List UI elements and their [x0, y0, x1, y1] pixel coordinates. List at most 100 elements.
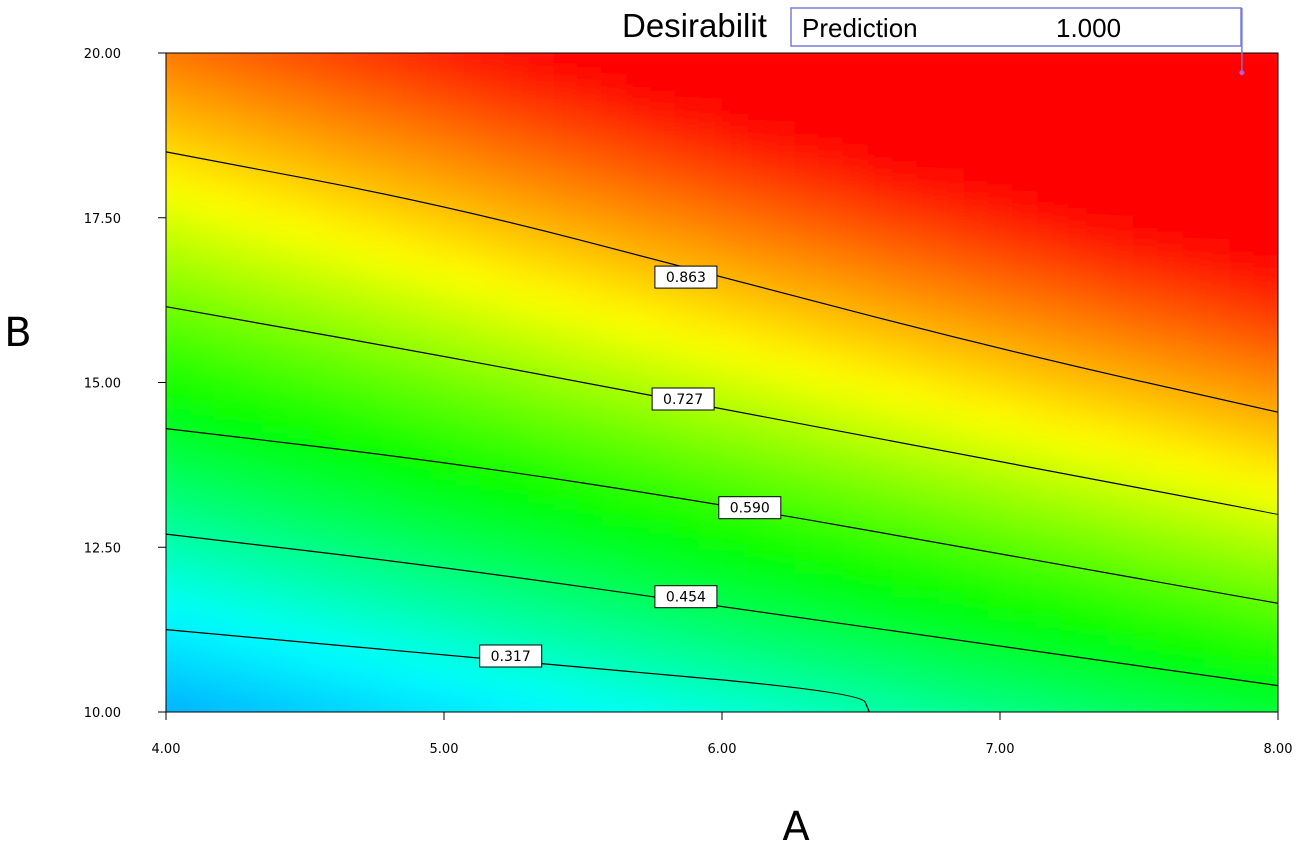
- heat-cell: [1253, 641, 1278, 666]
- heat-cell: [359, 570, 385, 596]
- heat-cell: [625, 311, 651, 337]
- heat-cell: [601, 194, 627, 219]
- heat-cell: [576, 594, 603, 619]
- heat-cell: [891, 712, 916, 737]
- heat-cell: [963, 358, 989, 384]
- heat-cell: [625, 335, 651, 360]
- heat-cell: [1012, 406, 1038, 431]
- heat-cell: [166, 547, 192, 572]
- heat-cell: [770, 570, 796, 596]
- heat-cell: [383, 358, 409, 384]
- heat-cell: [1254, 712, 1279, 737]
- heat-cell: [722, 147, 748, 172]
- heat-cell: [939, 500, 965, 525]
- heat-cell: [335, 406, 361, 431]
- contour-label-0.727: 0.727: [651, 387, 715, 411]
- heat-cell: [1205, 594, 1231, 619]
- heat-cell: [1012, 382, 1038, 408]
- heat-cell: [456, 76, 482, 102]
- heat-cell: [166, 53, 192, 54]
- heat-cell: [1253, 406, 1278, 431]
- heat-cell: [915, 335, 941, 360]
- heat-cell: [818, 147, 844, 172]
- heat-cell: [214, 453, 240, 478]
- heat-cell: [214, 500, 240, 525]
- heat-cell: [431, 476, 458, 502]
- heat-cell: [722, 570, 748, 596]
- heat-cell: [311, 311, 337, 337]
- heat-cell: [431, 76, 458, 102]
- heat-cell: [166, 594, 167, 619]
- heat-cell: [722, 123, 748, 149]
- heat-cell: [431, 406, 458, 431]
- heat-cell: [939, 147, 965, 172]
- heat-cell: [166, 453, 192, 478]
- heat-cell: [359, 476, 385, 502]
- heat-cell: [286, 241, 313, 266]
- heat-cell: [625, 100, 651, 125]
- heat-cell: [1084, 594, 1110, 619]
- heat-cell: [1036, 617, 1062, 643]
- heat-cell: [987, 217, 1014, 243]
- heat-cell: [359, 194, 385, 219]
- heat-cell: [939, 194, 965, 219]
- heat-cell: [818, 217, 844, 243]
- heat-cell: [166, 194, 167, 219]
- heat-cell: [166, 100, 167, 125]
- heat-cell: [238, 688, 264, 712]
- heat-cell: [794, 194, 820, 219]
- heat-cell: [915, 100, 941, 125]
- heat-cell: [552, 76, 578, 102]
- heat-cell: [746, 617, 772, 643]
- heat-cell: [625, 358, 651, 384]
- heat-cell: [939, 100, 965, 125]
- heat-cell: [1012, 688, 1038, 712]
- heat-cell: [528, 194, 554, 219]
- heat-cell: [1060, 53, 1086, 78]
- heat-cell: [1060, 712, 1085, 737]
- heat-cell: [1108, 453, 1134, 478]
- heat-cell: [552, 664, 578, 690]
- heat-cell: [238, 288, 264, 313]
- contour-line-0.454: [166, 533, 1278, 687]
- heat-cell: [383, 476, 409, 502]
- heat-cell: [625, 53, 651, 78]
- heat-cell: [1205, 311, 1231, 337]
- heat-cell: [1036, 382, 1062, 408]
- heat-cell: [963, 641, 989, 666]
- heat-cell: [238, 241, 264, 266]
- heat-cell: [673, 617, 699, 643]
- heat-cell: [867, 570, 893, 596]
- heat-cell: [1108, 147, 1134, 172]
- heat-cell: [939, 241, 965, 266]
- heat-cell: [1181, 170, 1207, 196]
- heat-cell: [1253, 194, 1278, 219]
- heat-cell: [1108, 664, 1134, 690]
- heat-cell: [576, 76, 603, 102]
- heat-cell: [1012, 123, 1038, 149]
- heat-cell: [1012, 500, 1038, 525]
- heat-cell: [963, 594, 989, 619]
- heat-cell: [1060, 547, 1086, 572]
- heat-cell: [528, 500, 554, 525]
- heat-cell: [311, 617, 337, 643]
- heat-cell: [1278, 477, 1298, 502]
- heat-cell: [625, 170, 651, 196]
- heat-cell: [1229, 406, 1255, 431]
- heat-cell: [383, 664, 409, 690]
- heat-cell: [1060, 311, 1086, 337]
- heat-cell: [407, 264, 433, 290]
- heat-cell: [987, 358, 1014, 384]
- heat-cell: [456, 264, 482, 290]
- heat-cell: [818, 358, 844, 384]
- heat-cell: [262, 688, 288, 712]
- heat-cell: [286, 53, 313, 54]
- heat-cell: [1060, 76, 1086, 102]
- heat-cell: [262, 241, 288, 266]
- heat-cell: [166, 288, 167, 313]
- heat-cell: [311, 641, 337, 666]
- heat-cell: [746, 53, 772, 78]
- prediction-flag[interactable]: Prediction 1.000: [790, 7, 1245, 76]
- heat-cell: [1205, 76, 1231, 102]
- heat-cell: [794, 476, 820, 502]
